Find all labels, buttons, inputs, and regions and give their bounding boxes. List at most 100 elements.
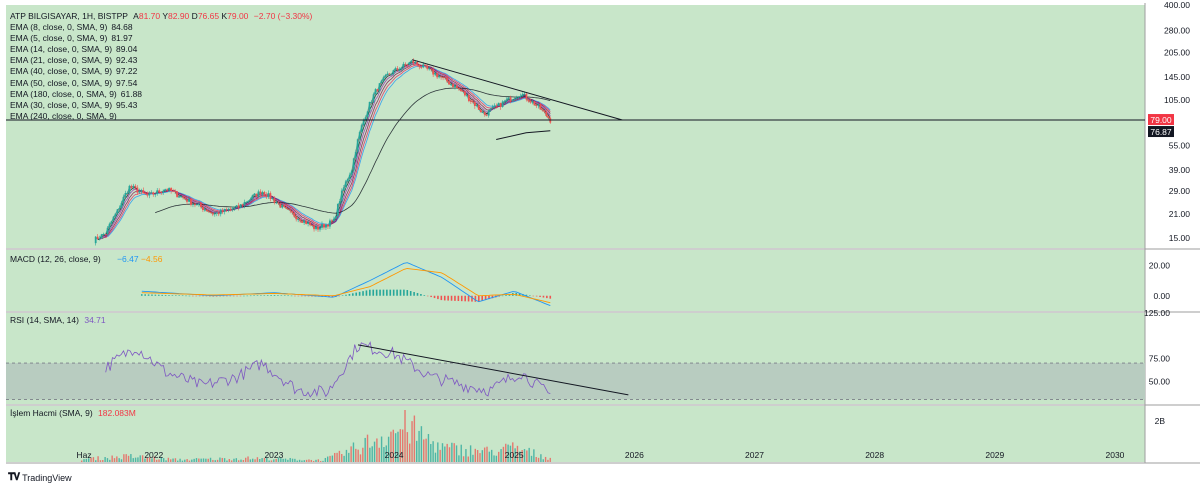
candle[interactable] xyxy=(102,234,105,236)
macd-histogram-bar[interactable] xyxy=(420,294,422,296)
macd-histogram-bar[interactable] xyxy=(348,294,351,296)
volume-bar[interactable] xyxy=(362,447,364,462)
volume-bar[interactable] xyxy=(448,447,451,462)
volume-bar[interactable] xyxy=(540,454,542,462)
candle[interactable] xyxy=(452,84,454,88)
volume-bar[interactable] xyxy=(523,449,526,462)
macd-histogram-bar[interactable] xyxy=(202,295,204,297)
volume-bar[interactable] xyxy=(366,434,369,462)
candle[interactable] xyxy=(176,191,178,198)
candle[interactable] xyxy=(251,195,254,200)
volume-bar[interactable] xyxy=(322,460,324,462)
macd-histogram-bar[interactable] xyxy=(175,295,177,296)
volume-bar[interactable] xyxy=(432,441,434,462)
volume-bar[interactable] xyxy=(170,459,172,462)
volume-bar[interactable] xyxy=(401,429,404,462)
volume-bar[interactable] xyxy=(289,457,291,462)
candle[interactable] xyxy=(168,187,171,191)
candle[interactable] xyxy=(503,101,506,103)
volume-bar[interactable] xyxy=(116,456,118,462)
macd-histogram-bar[interactable] xyxy=(355,292,358,296)
macd-histogram-bar[interactable] xyxy=(151,294,153,296)
candle[interactable] xyxy=(261,192,264,195)
macd-histogram-bar[interactable] xyxy=(290,295,293,297)
rsi-line[interactable] xyxy=(105,341,551,398)
macd-histogram-bar[interactable] xyxy=(226,295,228,297)
candle[interactable] xyxy=(477,105,480,110)
candle[interactable] xyxy=(370,101,373,103)
volume-bar[interactable] xyxy=(132,458,134,462)
candle[interactable] xyxy=(188,198,190,202)
ema-legend-8[interactable]: EMA (240, close, 0, SMA, 9) xyxy=(10,111,312,122)
candle[interactable] xyxy=(412,60,415,64)
pane-bg-macd[interactable] xyxy=(6,250,1145,311)
candle[interactable] xyxy=(201,206,204,210)
volume-bar[interactable] xyxy=(242,459,245,462)
candle[interactable] xyxy=(309,222,311,226)
candle[interactable] xyxy=(136,187,139,193)
macd-histogram-bar[interactable] xyxy=(426,295,429,297)
volume-bar[interactable] xyxy=(406,432,409,462)
macd-histogram-bar[interactable] xyxy=(157,294,160,296)
volume-bar[interactable] xyxy=(88,458,90,462)
volume-bar[interactable] xyxy=(312,460,315,462)
candle[interactable] xyxy=(342,187,345,191)
volume-bar[interactable] xyxy=(153,456,156,462)
volume-bar[interactable] xyxy=(305,459,308,462)
volume-bar[interactable] xyxy=(392,429,394,462)
volume-bar[interactable] xyxy=(460,444,462,462)
volume-bar[interactable] xyxy=(516,445,519,462)
volume-bar[interactable] xyxy=(451,442,453,462)
candle[interactable] xyxy=(319,227,321,230)
candle[interactable] xyxy=(495,105,498,107)
volume-bar[interactable] xyxy=(137,457,139,462)
macd-histogram-bar[interactable] xyxy=(474,295,477,302)
macd-histogram-bar[interactable] xyxy=(164,294,167,296)
volume-bar[interactable] xyxy=(266,457,268,462)
volume-bar[interactable] xyxy=(310,459,312,462)
candle[interactable] xyxy=(200,203,202,207)
candle[interactable] xyxy=(481,112,484,114)
macd-histogram-bar[interactable] xyxy=(430,295,432,298)
volume-bar[interactable] xyxy=(324,457,327,462)
candle[interactable] xyxy=(154,193,157,195)
candle[interactable] xyxy=(174,191,176,192)
candle[interactable] xyxy=(225,208,228,210)
candle[interactable] xyxy=(438,76,441,78)
candle[interactable] xyxy=(364,117,367,121)
candle[interactable] xyxy=(473,102,476,107)
macd-histogram-bar[interactable] xyxy=(539,295,541,297)
candle[interactable] xyxy=(352,158,355,171)
macd-histogram-bar[interactable] xyxy=(198,295,201,297)
volume-bar[interactable] xyxy=(537,457,540,462)
volume-bar[interactable] xyxy=(256,457,259,462)
macd-histogram-bar[interactable] xyxy=(263,295,266,296)
ema-legend-5[interactable]: EMA (50, close, 0, SMA, 9) 97.54 xyxy=(10,78,312,89)
candle[interactable] xyxy=(410,60,413,63)
volume-bar[interactable] xyxy=(317,459,320,462)
candle[interactable] xyxy=(317,226,319,230)
volume-bar[interactable] xyxy=(413,415,416,462)
macd-histogram-bar[interactable] xyxy=(352,293,354,296)
candle[interactable] xyxy=(215,212,218,214)
volume-bar[interactable] xyxy=(425,438,427,462)
candle[interactable] xyxy=(368,101,371,112)
macd-histogram-bar[interactable] xyxy=(229,295,232,297)
volume-bar[interactable] xyxy=(507,444,509,462)
candle[interactable] xyxy=(366,111,369,118)
volume-bar[interactable] xyxy=(514,448,516,462)
volume-bar[interactable] xyxy=(378,447,380,462)
volume-bar[interactable] xyxy=(221,457,223,462)
candle[interactable] xyxy=(198,203,200,205)
candle[interactable] xyxy=(209,211,212,213)
macd-histogram-bar[interactable] xyxy=(341,295,344,296)
volume-bar[interactable] xyxy=(298,459,301,462)
candle[interactable] xyxy=(247,200,250,203)
volume-bar[interactable] xyxy=(408,443,411,462)
volume-bar[interactable] xyxy=(134,457,137,462)
macd-histogram-bar[interactable] xyxy=(471,295,473,302)
volume-bar[interactable] xyxy=(483,447,486,462)
macd-histogram-bar[interactable] xyxy=(532,295,535,297)
macd-histogram-bar[interactable] xyxy=(409,291,412,296)
candle[interactable] xyxy=(527,99,530,102)
